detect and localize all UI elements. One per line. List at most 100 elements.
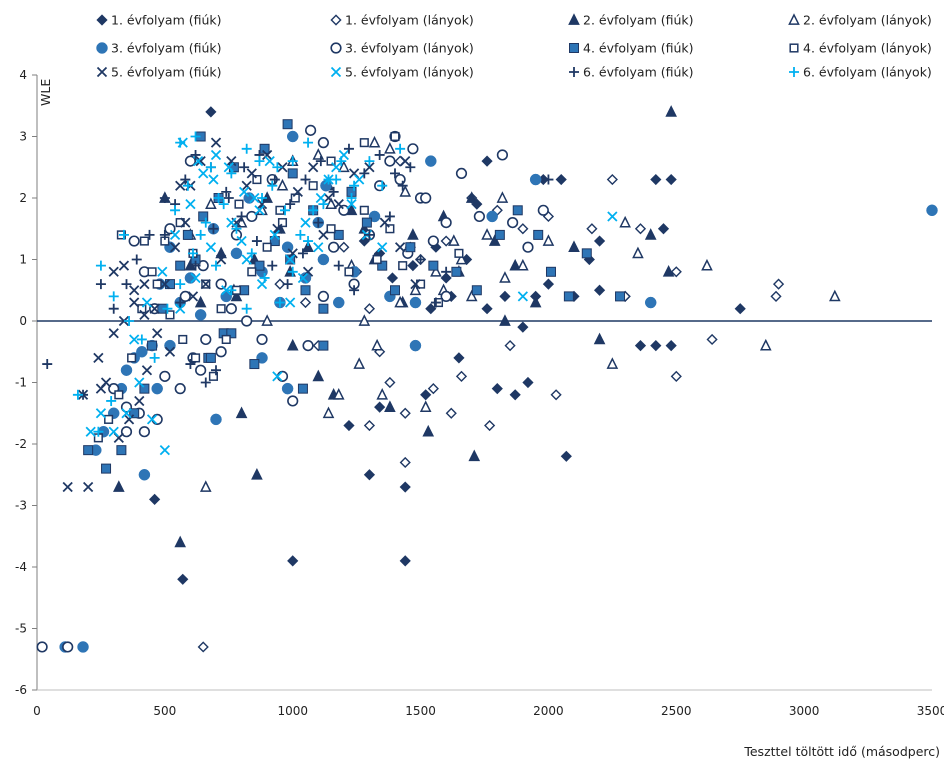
data-point (221, 285, 232, 296)
y-tick-label: -5 (15, 622, 27, 636)
data-point (144, 229, 155, 240)
data-point (272, 162, 283, 173)
legend-label: 6. évfolyam (fiúk) (583, 65, 694, 80)
data-point (473, 210, 485, 223)
data-point (197, 641, 209, 653)
data-point (529, 173, 542, 186)
data-point (138, 469, 151, 481)
data-point (344, 267, 354, 277)
data-points (36, 105, 938, 653)
y-tick-label: 1 (19, 253, 27, 267)
data-point (169, 242, 181, 253)
data-point (238, 186, 250, 197)
series-9 (62, 137, 421, 493)
data-point (517, 321, 529, 333)
data-point (134, 395, 145, 407)
data-point (200, 278, 211, 290)
data-point (451, 266, 462, 277)
data-point (159, 193, 170, 203)
data-point (231, 223, 242, 234)
data-point (662, 265, 675, 277)
data-point (210, 413, 222, 426)
data-point (338, 241, 350, 253)
x-tick-label: 3000 (789, 704, 820, 718)
data-point (390, 285, 400, 296)
data-point (407, 143, 419, 155)
data-point (208, 223, 219, 234)
data-point (302, 240, 314, 253)
x-tick-label: 500 (153, 704, 176, 718)
data-point (169, 229, 181, 241)
data-point (235, 406, 248, 419)
data-point (364, 162, 375, 173)
data-point (394, 242, 406, 253)
data-point (440, 272, 452, 284)
data-point (926, 204, 938, 217)
data-point (95, 260, 106, 271)
data-point (129, 285, 140, 296)
legend-label: 5. évfolyam (fiúk) (111, 65, 222, 80)
data-point (208, 174, 219, 185)
y-tick-label: 3 (19, 130, 27, 144)
data-point (83, 481, 94, 493)
data-point (318, 199, 329, 210)
data-point (303, 137, 314, 148)
series-6 (36, 124, 549, 653)
data-point (317, 290, 330, 303)
data-point (545, 266, 556, 277)
data-point (147, 340, 158, 351)
data-point (364, 156, 375, 167)
data-point (512, 205, 523, 216)
data-point (205, 162, 216, 173)
data-point (285, 254, 296, 265)
data-point (210, 137, 222, 148)
data-point (159, 278, 170, 290)
data-point (325, 197, 337, 209)
data-point (285, 297, 296, 308)
data-point (399, 555, 411, 567)
data-point (252, 175, 262, 185)
data-point (425, 303, 437, 315)
data-point (377, 242, 388, 253)
data-point (346, 193, 357, 203)
data-point (453, 352, 465, 364)
data-point (259, 272, 270, 283)
data-point (349, 180, 360, 191)
data-point (650, 340, 662, 352)
data-point (313, 217, 324, 228)
data-point (287, 266, 298, 277)
data-point (106, 395, 117, 406)
legend-item: 4. évfolyam (lányok) (789, 41, 932, 56)
legend-marker (788, 13, 800, 25)
data-point (405, 162, 416, 173)
data-point (274, 297, 285, 308)
y-tick-label: -1 (15, 376, 27, 390)
data-point (184, 155, 197, 167)
data-point (759, 338, 772, 351)
legend-marker (330, 42, 342, 54)
legend-marker (96, 66, 108, 78)
legend-label: 1. évfolyam (fiúk) (111, 13, 222, 28)
data-point (95, 408, 107, 419)
data-point (205, 352, 216, 363)
data-point (164, 339, 176, 352)
data-point (139, 236, 149, 246)
data-point (198, 168, 209, 179)
data-point (657, 223, 670, 235)
data-point (149, 352, 160, 363)
legend-label: 3. évfolyam (lányok) (345, 41, 474, 56)
y-tick-label: 0 (19, 314, 27, 328)
data-point (124, 316, 135, 326)
data-point (302, 340, 314, 352)
data-point (254, 205, 265, 216)
data-point (198, 211, 209, 222)
y-tick-label: -3 (15, 499, 27, 513)
data-point (409, 283, 422, 296)
data-point (300, 285, 311, 296)
data-point (236, 211, 247, 222)
data-point (254, 156, 265, 167)
data-point (276, 178, 289, 191)
data-point (550, 389, 562, 401)
data-point (491, 383, 503, 395)
legend-marker (96, 14, 108, 26)
